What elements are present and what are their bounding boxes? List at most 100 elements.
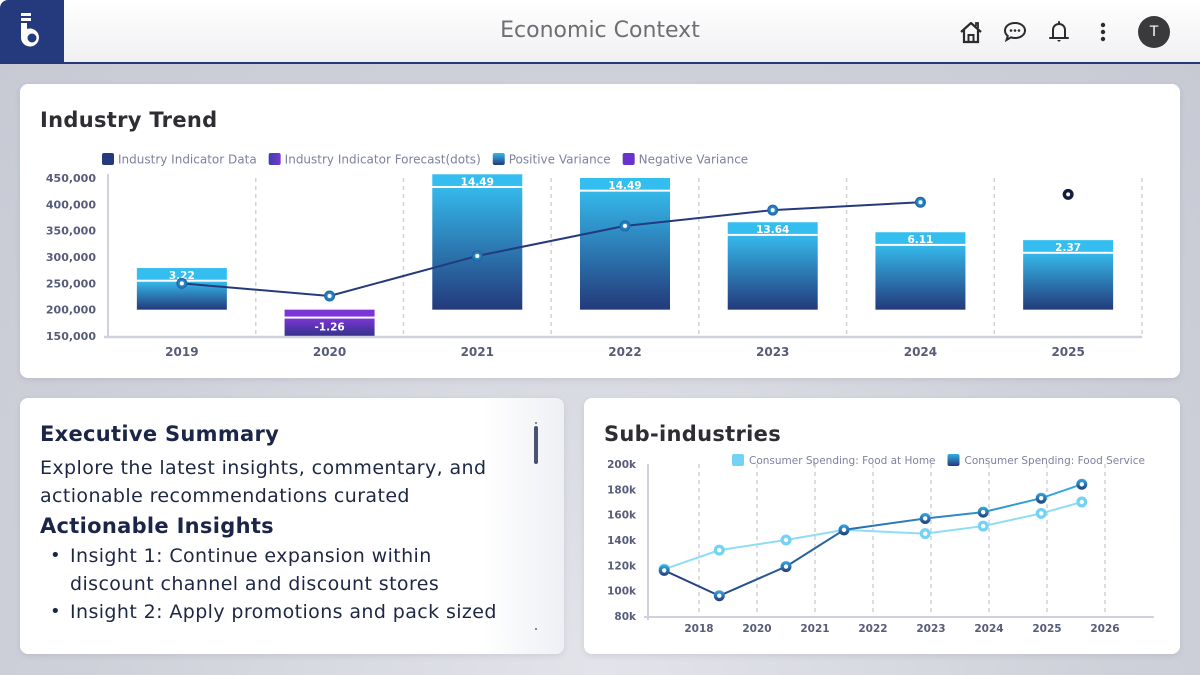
x-tick-label: 2026 (1090, 623, 1119, 635)
positive-variance-bar (580, 191, 670, 310)
legend-label: Consumer Spending: Food Service (965, 455, 1145, 467)
negative-variance-bar (284, 318, 375, 336)
legend-swatch (268, 153, 281, 165)
x-tick-label: 2024 (904, 345, 937, 359)
legend-swatch (947, 454, 960, 466)
y-tick-label: 350,000 (46, 225, 96, 238)
y-tick-label: 400,000 (46, 198, 96, 211)
industry-trend-card: Industry Trend Industry (20, 84, 1180, 378)
negative-variance-bar-top (284, 309, 375, 317)
data-point-center (1039, 511, 1044, 516)
x-tick-label: 2021 (800, 623, 829, 635)
logo-icon (21, 13, 39, 47)
more-vertical-icon (1100, 22, 1106, 42)
insights-list: Insight 1: Continue expansion within dis… (40, 542, 520, 626)
x-tick-label: 2020 (742, 623, 771, 635)
y-tick-label: 450,000 (46, 172, 96, 185)
data-point-center (783, 537, 789, 543)
variance-label: 2.37 (1055, 242, 1081, 254)
legend-label: Industry Indicator Forecast(dots) (285, 153, 481, 167)
executive-summary-content: Executive Summary Explore the latest ins… (40, 422, 520, 626)
positive-variance-bar-top (727, 222, 818, 234)
positive-variance-bar (727, 235, 818, 310)
data-point-center (717, 547, 722, 553)
top-bar: Economic Context (0, 0, 1200, 64)
insight-item: Insight 1: Continue expansion within dis… (50, 542, 520, 598)
data-point-center (841, 527, 847, 533)
y-tick-label: 160k (607, 510, 637, 522)
sub-industries-card: Sub-industries Consumer Spending: Food a… (584, 398, 1180, 654)
positive-variance-bar-top (580, 178, 670, 190)
variance-label: 13.64 (756, 224, 789, 236)
data-point-center (981, 509, 986, 515)
positive-variance-bar-top (136, 268, 227, 280)
data-point-center (327, 293, 332, 298)
scroll-up-indicator (535, 422, 537, 424)
notifications-button[interactable] (1046, 17, 1072, 47)
user-avatar[interactable]: T (1138, 16, 1170, 48)
x-tick-label: 2018 (684, 623, 713, 635)
data-point-center (918, 200, 923, 205)
y-tick-label: 100k (607, 586, 637, 598)
more-options-button[interactable] (1090, 17, 1116, 47)
legend-swatch (732, 454, 744, 466)
home-button[interactable] (958, 17, 984, 47)
scrollbar-thumb[interactable] (534, 426, 538, 464)
forecast-dot-center (1066, 192, 1071, 197)
y-tick-label: 150,000 (46, 330, 96, 343)
legend-swatch (622, 153, 635, 165)
x-tick-label: 2025 (1051, 345, 1084, 359)
positive-variance-bar-top (875, 232, 966, 244)
legend-label: Consumer Spending: Food at Home (749, 455, 936, 467)
variance-label: 6.11 (907, 234, 933, 246)
data-point-center (923, 516, 928, 521)
positive-variance-bar (875, 245, 966, 310)
bell-icon (1049, 21, 1069, 42)
data-point-center (662, 568, 667, 573)
x-tick-label: 2025 (1032, 623, 1061, 635)
data-point-center (783, 564, 789, 569)
industry-trend-chart: Industry Indicator Data Industry Indicato… (46, 153, 1143, 359)
data-point-center (475, 253, 480, 258)
variance-label: 14.49 (461, 176, 494, 188)
food-at-home-line (663, 501, 1083, 571)
positive-variance-bar-top (1023, 240, 1114, 252)
page-title: Economic Context (500, 18, 700, 43)
x-tick-label: 2024 (974, 623, 1003, 635)
y-tick-label: 250,000 (46, 277, 96, 290)
variance-label: 14.49 (608, 180, 641, 192)
industry-trend-title: Industry Trend (40, 108, 218, 132)
data-point-center (717, 593, 722, 598)
data-point-center (1079, 499, 1084, 505)
x-tick-label: 2021 (461, 345, 494, 359)
y-tick-label: 180k (607, 484, 637, 496)
app-logo[interactable] (0, 0, 64, 62)
executive-summary-title: Executive Summary (40, 422, 280, 446)
legend-label: Positive Variance (509, 153, 611, 167)
x-tick-label: 2020 (313, 345, 346, 359)
executive-summary-intro: Explore the latest insights, commentary,… (40, 457, 487, 507)
positive-variance-bar-top (432, 174, 523, 186)
legend-label: Negative Variance (639, 153, 749, 167)
x-tick-label: 2022 (608, 345, 641, 359)
x-tick-label: 2023 (916, 623, 945, 635)
y-tick-label: 300,000 (46, 251, 96, 264)
y-tick-label: 200,000 (46, 304, 96, 317)
data-point-center (1039, 496, 1044, 501)
variance-label: -1.26 (314, 322, 344, 334)
chat-icon (1003, 21, 1027, 43)
industry-indicator-line (181, 201, 921, 297)
variance-label: 3.22 (169, 270, 195, 282)
home-icon (960, 21, 982, 44)
x-tick-label: 2019 (165, 345, 198, 359)
data-point-center (981, 523, 986, 529)
sub-industries-chart: Consumer Spending: Food at Home Consumer … (607, 454, 1154, 635)
executive-summary-card: Executive Summary Explore the latest ins… (20, 398, 564, 654)
legend-label: Industry Indicator Data (118, 153, 257, 167)
data-point-center (770, 208, 775, 213)
actionable-insights-title: Actionable Insights (40, 514, 274, 538)
chat-button[interactable] (1002, 17, 1028, 47)
summary-scrollbar[interactable] (534, 422, 538, 636)
data-point-center (923, 531, 928, 536)
data-point-center (623, 223, 627, 228)
